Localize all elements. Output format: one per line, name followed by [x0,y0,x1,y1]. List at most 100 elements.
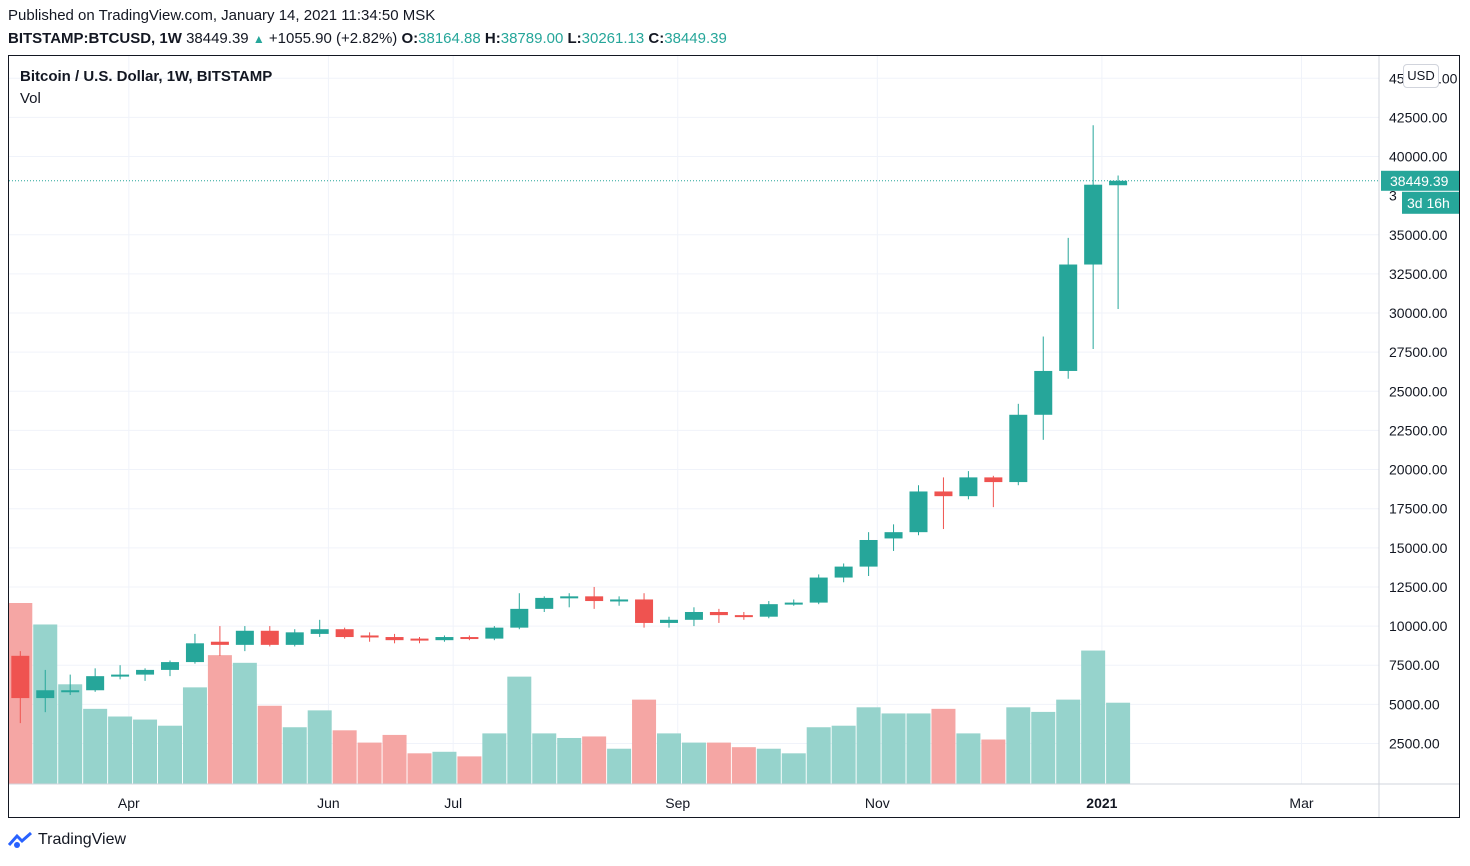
tradingview-logo-icon [8,831,32,848]
high-label: H: [484,30,501,47]
volume-bar [357,742,382,784]
footer-brand[interactable]: TradingView [8,831,126,849]
candle-body [435,637,454,641]
low-value: 30261.13 [581,30,645,47]
volume-bar [731,747,756,784]
volume-bar [657,733,681,784]
y-tick-label: 35000.00 [1389,227,1448,243]
candle-body [260,630,279,645]
volume-bar [906,713,931,784]
y-tick-label: 5000.00 [1389,696,1440,712]
volume-bar [108,716,133,784]
volume-bar [257,705,282,784]
volume-bar [756,748,781,784]
candle-body [185,643,204,663]
candle-body [959,477,978,497]
volume-bar [931,708,956,784]
volume-bar [182,687,207,784]
candle-body [11,655,30,699]
candle-body [759,604,778,617]
y-tick-label: 32500.00 [1389,266,1448,282]
volume-bar [457,756,482,784]
open-value: 38164.88 [418,30,481,47]
volume-bar [307,710,332,784]
candle-body [909,491,928,533]
x-tick-label: Jul [444,795,462,811]
volume-bar [532,733,557,784]
y-tick-label: 45 [1389,70,1405,86]
volume-bar [1006,707,1031,784]
volume-bar [1056,699,1081,784]
candle-body [86,676,105,691]
volume-bar [382,734,407,784]
volume-bar [557,737,582,784]
candle-body [635,599,654,623]
candle-body [460,637,479,640]
price-chart[interactable]: 2500.00 5000.00 7500.00 10000.00 12500.00 150… [9,56,1460,818]
candle-body [884,532,903,539]
volume-bar [133,719,158,784]
candle-body [560,596,579,599]
candle-body [1109,180,1128,186]
candle-body [335,629,354,638]
candle-body [485,627,504,639]
y-tick-label: 42500.00 [1389,109,1448,125]
x-tick-label: Apr [118,795,140,811]
candle-body [610,599,629,602]
volume-bar [607,748,632,784]
countdown-label: 3d 16h [1407,195,1450,211]
symbol-label: BITSTAMP:BTCUSD, 1W [8,30,182,47]
candle-body [210,641,229,645]
candle-body [310,629,329,634]
candle-body [1009,414,1028,483]
candle-body [1059,264,1078,371]
price-change: +1055.90 (+2.82%) [268,30,398,47]
volume-bar [1081,650,1106,784]
currency-button[interactable]: USD [1403,64,1439,88]
x-tick-label: Mar [1289,795,1313,811]
y-tick-label: 7500.00 [1389,657,1440,673]
y-tick-label: 30000.00 [1389,305,1448,321]
volume-bar [1106,702,1131,784]
y-tick-label: 40000.00 [1389,149,1448,165]
candle-body [111,674,130,677]
x-tick-label: Jun [317,795,340,811]
volume-bar [582,736,607,784]
candle-body [235,630,254,645]
volume-bar [432,751,457,784]
countdown-box [1402,191,1459,214]
volume-bar [706,742,731,784]
candle-body [61,690,80,693]
y-tick-label: 25000.00 [1389,383,1448,399]
volume-bar [58,684,83,784]
chart-frame[interactable]: 2500.00 5000.00 7500.00 10000.00 12500.00 150… [8,55,1460,818]
last-price: 38449.39 [186,30,249,47]
candle-body [784,602,803,605]
volume-bar [507,676,532,784]
low-label: L: [567,30,582,47]
volume-bar [632,699,657,784]
y-tick-label: .00 [1438,70,1458,86]
footer-brand-label: TradingView [38,831,127,848]
candle-body [410,638,429,641]
candle-body [360,635,379,638]
volume-bar [856,707,881,784]
y-tick-label: 2500.00 [1389,735,1440,751]
candle-body [385,637,404,641]
close-label: C: [648,30,665,47]
volume-bar [482,733,507,784]
price-label: 38449.39 [1390,173,1449,189]
y-tick-label: 3 [1389,188,1397,204]
high-value: 38789.00 [500,30,564,47]
y-tick-label: 20000.00 [1389,462,1448,478]
volume-bar [158,725,182,784]
y-tick-label: 22500.00 [1389,422,1448,438]
volume-bar [407,753,432,784]
volume-bar [232,662,257,784]
candle-body [1034,370,1053,415]
candle-body [984,477,1003,483]
volume-bar [806,727,831,784]
y-tick-label: 17500.00 [1389,501,1448,517]
volume-bar [83,708,108,784]
candle-body [1084,184,1103,265]
